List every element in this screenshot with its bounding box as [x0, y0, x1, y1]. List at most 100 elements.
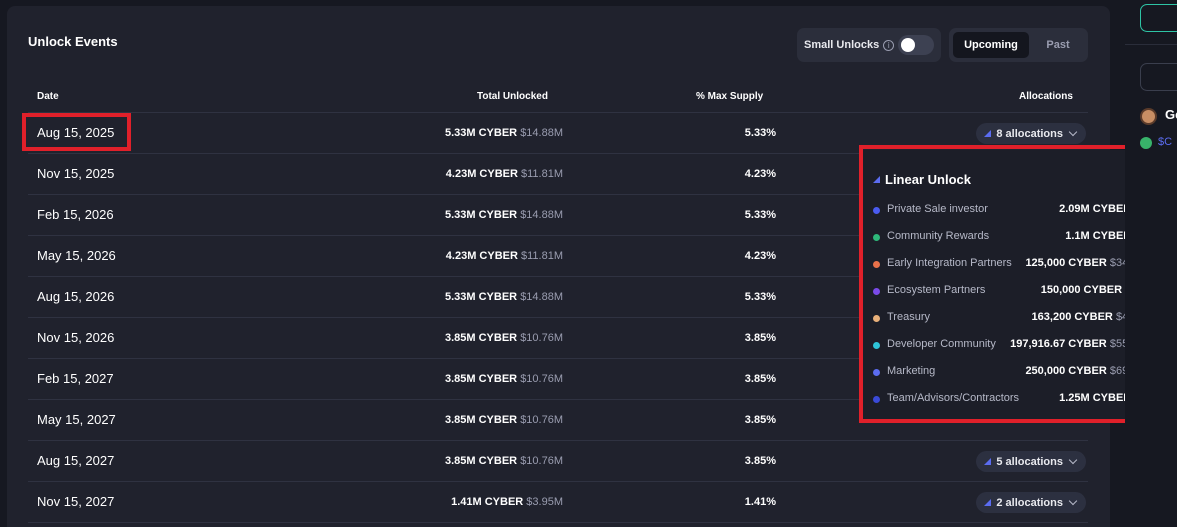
- right-panel-button[interactable]: [1140, 4, 1177, 32]
- row-divider: [28, 358, 1088, 359]
- info-icon[interactable]: i: [883, 39, 895, 51]
- row-divider: [28, 276, 1088, 277]
- row-divider: [28, 481, 1088, 482]
- allocation-amount: 197,916.67 CYBER: [1010, 338, 1107, 350]
- column-header-allocations[interactable]: Allocations: [1019, 91, 1073, 102]
- allocation-amount: 163,200 CYBER: [1031, 311, 1113, 323]
- max-supply-percent: 5.33%: [744, 209, 776, 221]
- table-row[interactable]: Feb 15, 2027 3.85M CYBER $10.76M 3.85%: [28, 359, 1088, 400]
- total-unlocked: 3.85M CYBER $10.76M: [445, 373, 563, 385]
- allocation-name: Ecosystem Partners: [887, 284, 986, 296]
- token-badge-icon: [1140, 137, 1152, 149]
- table-row[interactable]: Nov 15, 2026 3.85M CYBER $10.76M 3.85%: [28, 318, 1088, 359]
- total-amount: 5.33M CYBER: [444, 209, 518, 221]
- row-divider: [28, 153, 1088, 154]
- allocation-name: Community Rewards: [887, 230, 990, 242]
- total-unlocked: 3.85M CYBER $10.76M: [445, 332, 563, 344]
- right-panel-title: Ge: [1165, 107, 1177, 122]
- allocation-icon: [984, 458, 992, 465]
- allocations-label: 2 allocations: [996, 496, 1063, 509]
- allocations-button[interactable]: 2 allocations: [976, 492, 1086, 513]
- max-supply-percent: 3.85%: [744, 373, 776, 385]
- allocations-button[interactable]: 5 allocations: [976, 451, 1086, 472]
- max-supply-percent: 3.85%: [744, 455, 776, 467]
- max-supply-percent: 5.33%: [744, 291, 776, 303]
- table-row[interactable]: Nov 15, 2025 4.23M CYBER $11.81M 4.23%: [28, 154, 1088, 195]
- row-divider: [28, 399, 1088, 400]
- tab-past[interactable]: Past: [1046, 39, 1070, 51]
- row-divider: [28, 235, 1088, 236]
- divider: [1125, 44, 1177, 45]
- table-row[interactable]: Aug 15, 2025 5.33M CYBER $14.88M 5.33% 8 al…: [28, 113, 1088, 154]
- total-usd: $11.81M: [521, 168, 563, 180]
- total-usd: $10.76M: [520, 332, 563, 344]
- toggle-knob: [901, 38, 915, 52]
- chevron-down-icon: [1068, 127, 1078, 136]
- date-highlight-box: [22, 113, 131, 151]
- table-row[interactable]: May 15, 2026 4.23M CYBER $11.81M 4.23%: [28, 236, 1088, 277]
- column-header-date[interactable]: Date: [37, 91, 59, 102]
- unlock-date: Nov 15, 2027: [37, 494, 115, 509]
- max-supply-percent: 1.41%: [744, 496, 776, 508]
- total-usd: $14.88M: [520, 291, 563, 303]
- total-amount: 3.85M CYBER: [444, 373, 518, 385]
- table-row[interactable]: Aug 15, 2026 5.33M CYBER $14.88M 5.33%: [28, 277, 1088, 318]
- popup-title-text: Linear Unlock: [885, 172, 971, 187]
- total-amount: 4.23M CYBER: [445, 250, 518, 262]
- small-unlocks-toggle[interactable]: [898, 35, 934, 55]
- allocation-dot: [873, 315, 880, 322]
- total-amount: 3.85M CYBER: [444, 332, 518, 344]
- total-usd: $14.88M: [520, 209, 563, 221]
- total-amount: 3.85M CYBER: [444, 455, 518, 467]
- right-panel-link[interactable]: $C: [1158, 136, 1173, 148]
- total-unlocked: 5.33M CYBER $14.88M: [445, 291, 563, 303]
- upcoming-past-tabs: Upcoming Past: [949, 28, 1088, 62]
- table-row[interactable]: May 15, 2027 3.85M CYBER $10.76M 3.85%: [28, 400, 1088, 441]
- allocation-dot: [873, 342, 880, 349]
- linear-unlock-icon: [873, 176, 880, 183]
- popup-title: Linear Unlock: [873, 172, 971, 187]
- unlock-date: May 15, 2026: [37, 248, 116, 263]
- allocation-icon: [984, 499, 992, 506]
- allocation-dot: [873, 396, 880, 403]
- allocation-dot: [873, 288, 880, 295]
- allocation-amount: 250,000 CYBER: [1025, 365, 1107, 377]
- total-amount: 3.85M CYBER: [444, 414, 518, 426]
- allocation-name: Developer Community: [887, 338, 996, 350]
- chevron-down-icon: [1068, 496, 1078, 505]
- avatar: [1140, 108, 1157, 125]
- column-header-max-supply[interactable]: % Max Supply: [696, 91, 764, 102]
- row-divider: [28, 194, 1088, 195]
- column-header-total-unlocked[interactable]: Total Unlocked: [477, 91, 548, 102]
- table-row[interactable]: Nov 15, 2027 1.41M CYBER $3.95M 1.41% 2 all…: [28, 482, 1088, 523]
- allocation-amount: 2.09M CYBER: [1059, 203, 1132, 215]
- small-unlocks-control: Small Unlocks i: [797, 28, 941, 62]
- allocation-dot: [873, 261, 880, 268]
- unlock-date: Feb 15, 2026: [37, 207, 114, 222]
- table-row[interactable]: Feb 15, 2026 5.33M CYBER $14.88M 5.33%: [28, 195, 1088, 236]
- total-unlocked: 3.85M CYBER $10.76M: [445, 455, 563, 467]
- tab-upcoming[interactable]: Upcoming: [953, 32, 1029, 58]
- table-row[interactable]: Aug 15, 2027 3.85M CYBER $10.76M 3.85% 5 al…: [28, 441, 1088, 482]
- allocations-label: 5 allocations: [996, 455, 1063, 468]
- total-unlocked: 5.33M CYBER $14.88M: [445, 127, 563, 139]
- total-unlocked: 5.33M CYBER $14.88M: [445, 209, 563, 221]
- allocation-icon: [984, 130, 992, 137]
- max-supply-percent: 3.85%: [744, 332, 776, 344]
- total-usd: $11.81M: [521, 250, 563, 262]
- max-supply-percent: 4.23%: [744, 168, 776, 180]
- right-panel-input[interactable]: [1140, 63, 1177, 91]
- unlock-date: Feb 15, 2027: [37, 371, 114, 386]
- allocation-amount: 1.1M CYBER: [1065, 230, 1132, 242]
- allocation-dot: [873, 369, 880, 376]
- allocation-dot: [873, 234, 880, 241]
- row-divider: [28, 440, 1088, 441]
- total-amount: 5.33M CYBER: [444, 291, 518, 303]
- total-usd: $3.95M: [526, 496, 563, 508]
- total-unlocked: 1.41M CYBER $3.95M: [451, 496, 563, 508]
- total-usd: $10.76M: [520, 455, 563, 467]
- unlock-date: Nov 15, 2025: [37, 166, 115, 181]
- row-divider: [28, 112, 1088, 113]
- unlock-date: Aug 15, 2026: [37, 289, 115, 304]
- allocations-button[interactable]: 8 allocations: [976, 123, 1086, 144]
